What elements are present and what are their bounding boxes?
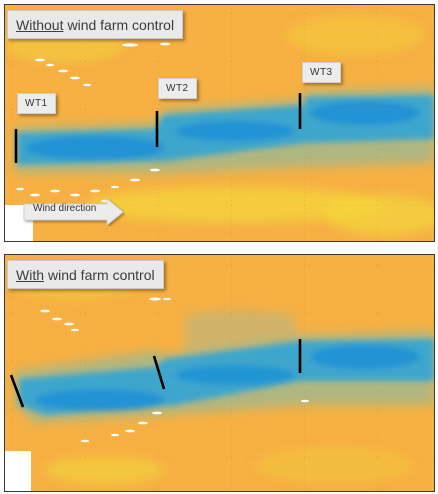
flow-field-without-control <box>5 5 434 241</box>
tracer-particles <box>16 42 170 203</box>
title-without-control: Without wind farm control <box>7 10 184 39</box>
tracer-particles <box>40 297 309 443</box>
label-wt3: WT3 <box>302 62 341 83</box>
turbine-wt2-rotor-yawed <box>152 355 166 390</box>
panel-without-control: Without wind farm control WT1 WT2 WT3 Wi… <box>4 4 435 242</box>
title-with-rest: wind farm control <box>48 266 155 283</box>
title-without-keyword: Without <box>16 16 64 33</box>
wind-direction-label: Wind direction <box>33 203 97 214</box>
turbine-wt1-rotor-yawed <box>9 374 25 408</box>
flow-field-with-control <box>5 255 434 491</box>
masked-region <box>5 451 31 491</box>
title-without-rest: wind farm control <box>67 16 175 33</box>
title-with-control: With wind farm control <box>7 260 164 289</box>
label-wt2: WT2 <box>158 78 197 99</box>
panel-with-control: With wind farm control <box>4 254 435 492</box>
label-wt1: WT1 <box>17 93 56 114</box>
wind-direction-arrow: Wind direction <box>23 198 125 226</box>
title-with-keyword: With <box>16 266 44 283</box>
arrow-right-icon <box>23 198 124 226</box>
